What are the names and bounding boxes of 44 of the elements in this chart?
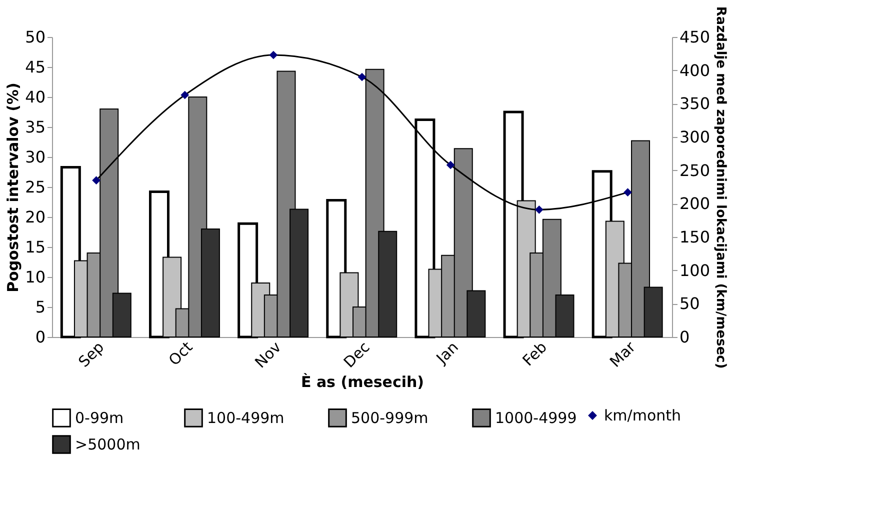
legend-label: 100-499m xyxy=(207,408,284,427)
x-tick-label: Mar xyxy=(606,338,640,371)
y2-tick-label: 50 xyxy=(680,294,700,314)
y-tick-label: 50 xyxy=(25,28,46,46)
y2-tick-label: 400 xyxy=(680,60,710,80)
y-tick-label: 25 xyxy=(25,178,46,196)
y2-tick-label: 150 xyxy=(680,228,710,246)
y2-tick-label: 350 xyxy=(680,94,710,114)
x-tick-label: Nov xyxy=(251,338,285,372)
legend-label: 1000-4999 xyxy=(495,408,577,427)
y-tick-label: 45 xyxy=(25,58,46,76)
x-tick-label: Jan xyxy=(432,338,462,368)
x-tick-label: Oct xyxy=(165,338,196,370)
legend-label: 500-999m xyxy=(351,408,428,427)
y2-tick-label: 300 xyxy=(680,128,710,146)
y2-tick-label: 450 xyxy=(680,28,710,46)
y-tick-label: 30 xyxy=(25,148,46,166)
x-axis-title: È as (mesecih) xyxy=(300,372,424,391)
point xyxy=(446,160,455,170)
point xyxy=(269,50,278,60)
legend-label: km/month xyxy=(604,406,682,424)
x-tick-label: Dec xyxy=(340,338,374,372)
x-tick-label: Feb xyxy=(518,338,550,370)
point xyxy=(358,72,366,82)
y-axis-title: Pogostost intervalov (%) xyxy=(4,82,22,292)
legend-label: 0-99m xyxy=(75,408,124,427)
x-tick-label: Sep xyxy=(74,338,108,371)
y-tick-label: 35 xyxy=(25,118,46,136)
y2-tick-label: 200 xyxy=(680,194,710,214)
y-tick-label: 40 xyxy=(25,88,46,106)
y-tick-label: 10 xyxy=(25,268,46,286)
y-tick-label: 0 xyxy=(35,328,46,346)
y2-tick-label: 250 xyxy=(680,160,710,180)
point xyxy=(92,176,100,185)
y-tick-label: 20 xyxy=(25,208,46,226)
y2-axis-title: Razdalje med zaporednimi lokacijami (km/mesec) xyxy=(713,6,728,369)
y2-tick-label: 100 xyxy=(680,260,710,280)
point xyxy=(624,188,632,197)
legend-label: >5000m xyxy=(75,436,140,454)
y2-tick-label: 0 xyxy=(680,328,690,346)
y-tick-label: 5 xyxy=(35,298,46,316)
point xyxy=(534,205,544,214)
point xyxy=(180,90,190,100)
y-tick-label: 15 xyxy=(25,238,46,256)
